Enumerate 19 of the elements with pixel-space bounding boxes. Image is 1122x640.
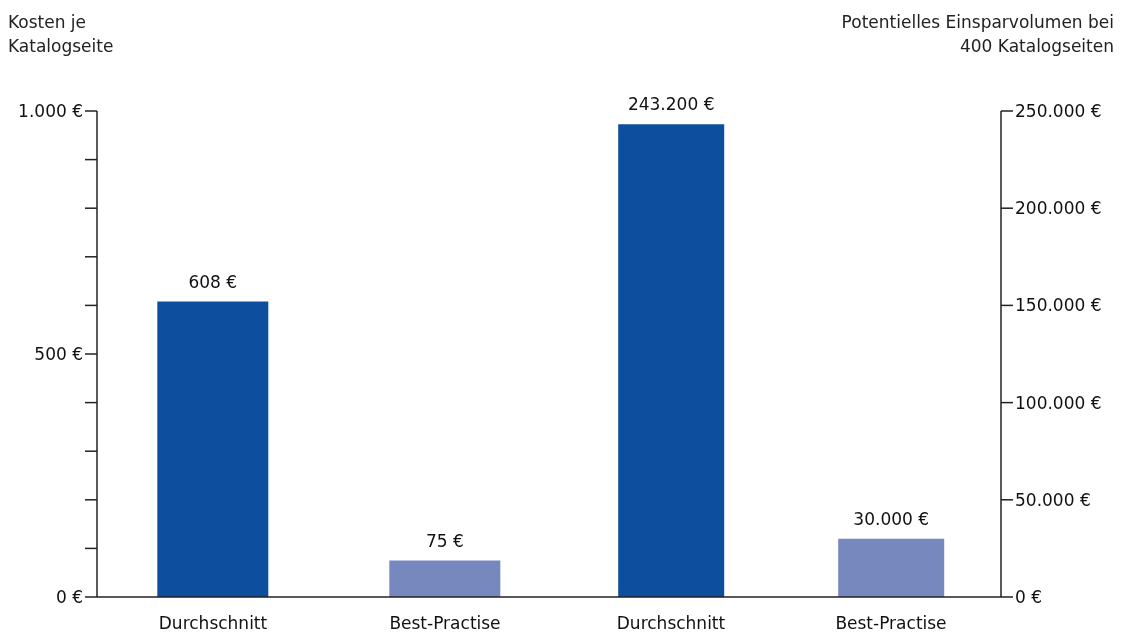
x-tick-label: Best-Practise: [835, 613, 947, 634]
y2-tick-label: 50.000 €: [1015, 489, 1091, 510]
y-tick-label: 500 €: [34, 344, 83, 365]
y2-tick-label: 150.000 €: [1015, 295, 1102, 316]
y2-tick-label: 0 €: [1015, 587, 1043, 608]
data-label: 75 €: [425, 530, 464, 551]
y-tick-label: 0 €: [55, 587, 83, 608]
y-axis-title: Kosten je Katalogseite: [8, 11, 115, 58]
y2-tick-label: 250.000 €: [1015, 101, 1102, 122]
data-label: 30.000 €: [853, 508, 930, 529]
y2-tick-label: 200.000 €: [1015, 198, 1102, 219]
data-label: 243.200 €: [627, 94, 715, 115]
data-label: 608 €: [188, 271, 238, 292]
x-tick-label: Best-Practise: [389, 613, 501, 634]
y2-tick-label: 100.000 €: [1015, 392, 1102, 413]
y-tick-label: 1.000 €: [18, 101, 83, 122]
x-tick-label: Durchschnitt: [158, 613, 268, 634]
x-tick-label: Durchschnitt: [616, 613, 726, 634]
y2-axis-title: Potentielles Einsparvolumen bei 400 Katalogseiten: [840, 11, 1114, 58]
